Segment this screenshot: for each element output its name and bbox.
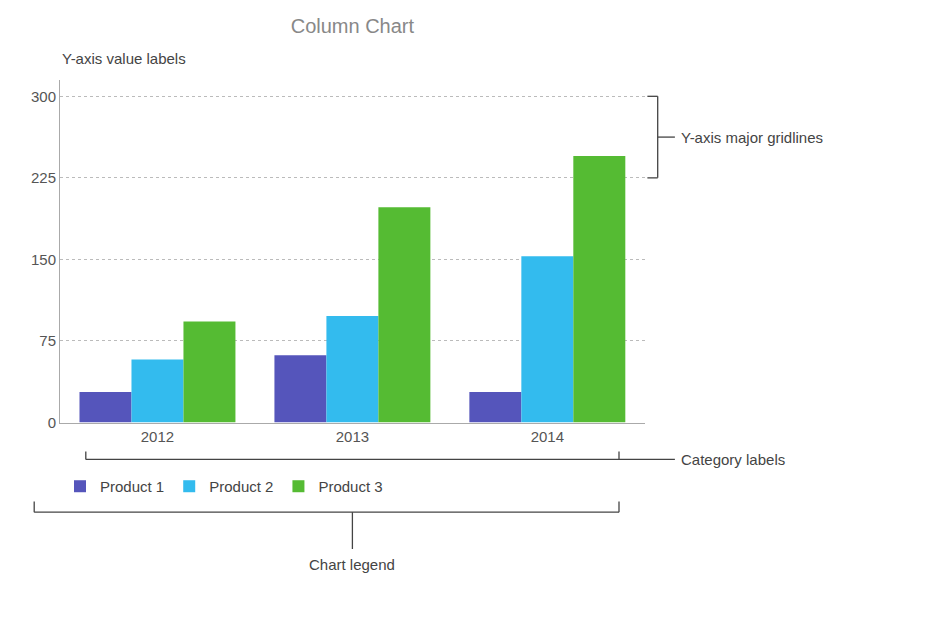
- svg-text:Category labels: Category labels: [681, 451, 785, 468]
- svg-text:Y-axis value labels: Y-axis value labels: [62, 50, 186, 67]
- svg-text:225: 225: [31, 169, 56, 186]
- svg-text:2013: 2013: [336, 428, 369, 445]
- svg-text:0: 0: [48, 414, 56, 431]
- svg-text:75: 75: [39, 332, 56, 349]
- svg-text:150: 150: [31, 251, 56, 268]
- svg-text:2012: 2012: [141, 428, 174, 445]
- svg-text:Product 1: Product 1: [100, 478, 164, 495]
- svg-text:Chart legend: Chart legend: [309, 556, 395, 573]
- svg-text:Product 3: Product 3: [318, 478, 382, 495]
- svg-text:Column Chart: Column Chart: [291, 15, 415, 37]
- svg-text:Y-axis major gridlines: Y-axis major gridlines: [681, 129, 823, 146]
- svg-text:Product 2: Product 2: [209, 478, 273, 495]
- svg-text:2014: 2014: [531, 428, 564, 445]
- svg-text:300: 300: [31, 88, 56, 105]
